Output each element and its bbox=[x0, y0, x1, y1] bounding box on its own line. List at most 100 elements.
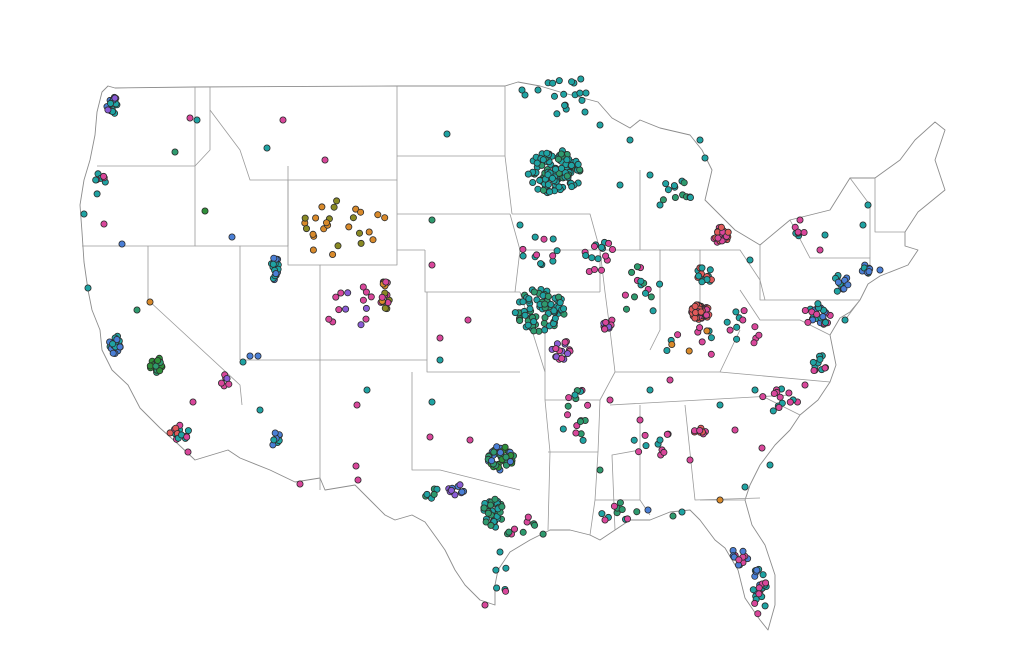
location-point bbox=[501, 443, 509, 451]
location-point bbox=[801, 381, 809, 389]
location-point bbox=[785, 389, 793, 397]
location-point bbox=[533, 251, 541, 259]
location-point bbox=[558, 354, 566, 362]
location-point bbox=[551, 314, 559, 322]
location-point bbox=[516, 316, 524, 324]
location-point bbox=[822, 318, 830, 326]
location-point bbox=[578, 96, 586, 104]
location-point bbox=[576, 417, 584, 425]
location-point bbox=[344, 289, 352, 297]
location-point bbox=[644, 506, 652, 514]
location-point bbox=[549, 235, 557, 243]
location-point bbox=[510, 525, 518, 533]
location-point bbox=[423, 490, 431, 498]
location-point bbox=[616, 181, 624, 189]
location-point bbox=[859, 221, 867, 229]
location-point bbox=[374, 211, 382, 219]
location-point bbox=[598, 510, 606, 518]
location-point bbox=[544, 181, 552, 189]
location-point bbox=[342, 305, 350, 313]
location-point bbox=[312, 214, 320, 222]
location-point bbox=[810, 366, 818, 374]
location-point bbox=[100, 172, 108, 180]
location-point bbox=[754, 610, 762, 618]
location-point bbox=[428, 261, 436, 269]
location-point bbox=[355, 229, 363, 237]
location-point bbox=[804, 318, 812, 326]
location-point bbox=[353, 401, 361, 409]
location-point bbox=[560, 305, 568, 313]
location-point bbox=[322, 219, 330, 227]
location-point bbox=[271, 429, 279, 437]
location-point bbox=[296, 480, 304, 488]
location-point bbox=[487, 521, 495, 529]
location-point bbox=[436, 334, 444, 342]
location-points bbox=[80, 75, 884, 618]
location-point bbox=[491, 495, 499, 503]
location-point bbox=[530, 318, 538, 326]
location-point bbox=[601, 516, 609, 524]
location-point bbox=[581, 108, 589, 116]
location-point bbox=[548, 174, 556, 182]
location-point bbox=[678, 508, 686, 516]
location-point bbox=[642, 442, 650, 450]
location-point bbox=[582, 251, 590, 259]
location-point bbox=[668, 340, 676, 348]
location-point bbox=[609, 245, 617, 253]
location-point bbox=[776, 393, 784, 401]
location-point bbox=[698, 264, 706, 272]
location-point bbox=[531, 521, 539, 529]
location-point bbox=[543, 149, 551, 157]
location-point bbox=[770, 389, 778, 397]
location-point bbox=[524, 321, 532, 329]
location-point bbox=[352, 462, 360, 470]
location-point bbox=[555, 183, 563, 191]
location-point bbox=[739, 316, 747, 324]
location-point bbox=[171, 148, 179, 156]
location-point bbox=[649, 307, 657, 315]
state-borders bbox=[82, 86, 905, 536]
location-point bbox=[109, 340, 117, 348]
location-point bbox=[633, 263, 641, 271]
location-point bbox=[519, 245, 527, 253]
location-point bbox=[524, 170, 532, 178]
location-point bbox=[605, 239, 613, 247]
country-outline bbox=[79, 81, 946, 631]
location-point bbox=[488, 457, 496, 465]
location-point bbox=[666, 376, 674, 384]
location-point bbox=[647, 293, 655, 301]
location-point bbox=[865, 268, 873, 276]
location-point bbox=[531, 233, 539, 241]
location-point bbox=[362, 315, 370, 323]
location-point bbox=[816, 246, 824, 254]
location-point bbox=[584, 401, 592, 409]
location-point bbox=[746, 256, 754, 264]
location-point bbox=[549, 252, 557, 260]
location-point bbox=[588, 254, 596, 262]
location-point bbox=[568, 161, 576, 169]
location-point bbox=[426, 433, 434, 441]
location-point bbox=[184, 448, 192, 456]
location-point bbox=[775, 403, 783, 411]
location-point bbox=[492, 566, 500, 574]
location-point bbox=[610, 502, 618, 510]
location-point bbox=[541, 314, 549, 322]
location-point bbox=[118, 240, 126, 248]
location-point bbox=[662, 180, 670, 188]
location-point bbox=[761, 602, 769, 610]
location-point bbox=[821, 364, 829, 372]
location-point bbox=[733, 335, 741, 343]
location-point bbox=[646, 171, 654, 179]
location-point bbox=[552, 165, 560, 173]
location-point bbox=[536, 176, 544, 184]
location-point bbox=[359, 296, 367, 304]
location-point bbox=[568, 183, 576, 191]
location-point bbox=[116, 343, 124, 351]
location-point bbox=[590, 242, 598, 250]
location-point bbox=[695, 272, 703, 280]
location-point bbox=[656, 201, 664, 209]
location-point bbox=[80, 210, 88, 218]
location-point bbox=[563, 172, 571, 180]
location-point bbox=[716, 496, 724, 504]
